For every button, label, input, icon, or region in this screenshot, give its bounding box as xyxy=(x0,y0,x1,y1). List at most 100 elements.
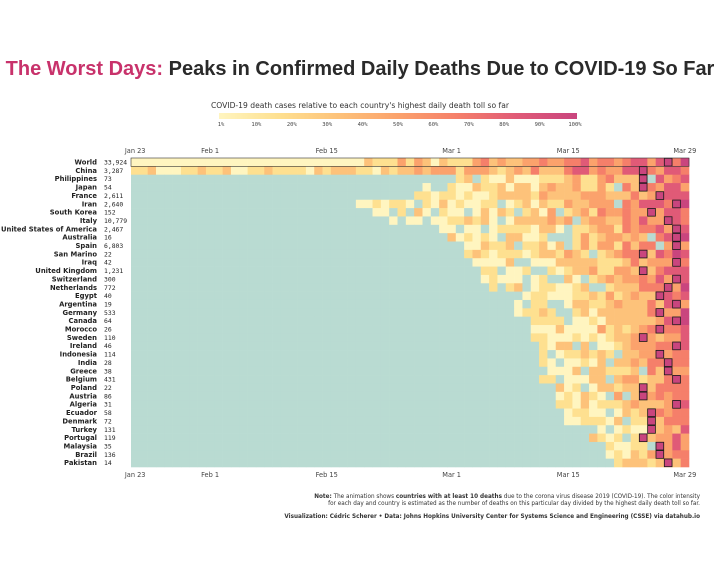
heatmap-cell xyxy=(255,366,265,376)
note-bold: countries with at least 10 deaths xyxy=(395,494,502,500)
heatmap-cell xyxy=(680,383,690,393)
heatmap-cell xyxy=(447,325,457,334)
heatmap-cell xyxy=(655,316,665,326)
heatmap-cell xyxy=(297,383,307,393)
heatmap-cell xyxy=(280,400,290,409)
heatmap-cell xyxy=(280,325,290,334)
heatmap-cell xyxy=(639,375,648,384)
heatmap-cell xyxy=(255,333,265,343)
heatmap-cell xyxy=(355,375,365,384)
heatmap-cell xyxy=(530,416,540,426)
heatmap-cell xyxy=(555,191,565,201)
heatmap-cell xyxy=(347,266,357,276)
heatmap-cell xyxy=(564,249,573,259)
heatmap-cell xyxy=(147,166,157,176)
heatmap-cell xyxy=(314,325,323,334)
heatmap-cell xyxy=(547,366,557,376)
heatmap-cell xyxy=(189,283,198,292)
heatmap-cell xyxy=(472,166,482,176)
heatmap-cell xyxy=(297,441,307,451)
heatmap-cell xyxy=(139,166,148,176)
row-country-label: Egypt xyxy=(75,292,98,300)
heatmap-cell xyxy=(589,450,598,459)
row-total-label: 86 xyxy=(104,392,112,400)
heatmap-cell xyxy=(480,450,490,459)
heatmap-cell xyxy=(414,316,423,326)
heatmap-cell xyxy=(197,283,207,292)
heatmap-cell xyxy=(364,216,373,226)
heatmap-cell xyxy=(455,341,465,351)
heatmap-cell xyxy=(405,183,415,192)
heatmap-cell xyxy=(155,191,165,201)
heatmap-cell xyxy=(455,158,465,167)
heatmap-cell xyxy=(680,283,690,292)
heatmap-cell xyxy=(330,283,340,292)
heatmap-cell xyxy=(339,183,348,192)
heatmap-cell xyxy=(397,358,407,368)
heatmap-cell xyxy=(414,258,423,267)
heatmap-cell xyxy=(147,274,157,284)
heatmap-cell xyxy=(164,325,173,334)
heatmap-cell xyxy=(272,166,282,176)
heatmap-cell xyxy=(264,258,273,267)
heatmap-cell xyxy=(389,174,398,184)
heatmap-cell xyxy=(297,458,307,468)
heatmap-cell xyxy=(355,308,365,317)
heatmap-cell xyxy=(414,441,423,451)
heatmap-cell xyxy=(214,224,223,234)
heatmap-cell xyxy=(630,341,640,351)
heatmap-cell xyxy=(580,375,590,384)
heatmap-cell xyxy=(280,416,290,426)
heatmap-cell xyxy=(255,299,265,309)
heatmap-cell xyxy=(131,174,140,184)
heatmap-cell xyxy=(389,199,398,209)
row-total-label: 2,611 xyxy=(104,192,123,200)
heatmap-cell xyxy=(439,408,448,418)
heatmap-cell xyxy=(355,283,365,292)
heatmap-cell xyxy=(480,174,490,184)
heatmap-cell xyxy=(180,299,190,309)
heatmap-cell xyxy=(214,391,223,401)
heatmap-cell xyxy=(155,366,165,376)
heatmap-cell xyxy=(605,458,615,468)
heatmap-cell xyxy=(530,433,540,443)
heatmap-cell xyxy=(505,258,515,267)
heatmap-cell xyxy=(264,266,273,276)
heatmap-cell xyxy=(630,450,640,459)
heatmap-cell xyxy=(247,358,257,368)
heatmap-cell xyxy=(564,183,573,192)
heatmap-cell xyxy=(564,375,573,384)
heatmap-cell xyxy=(339,333,348,343)
heatmap-cell xyxy=(472,391,482,401)
heatmap-cell xyxy=(155,241,165,251)
heatmap-cell xyxy=(247,274,257,284)
heatmap-cell xyxy=(630,383,640,393)
heatmap-cell xyxy=(272,308,282,317)
heatmap-cell xyxy=(172,441,182,451)
heatmap-cell xyxy=(514,183,523,192)
heatmap-cell xyxy=(564,283,573,292)
heatmap-cell xyxy=(422,216,432,226)
heatmap-cell xyxy=(414,266,423,276)
heatmap-cell xyxy=(472,158,482,167)
heatmap-cell xyxy=(464,400,473,409)
heatmap-cell xyxy=(464,441,473,451)
heatmap-cell xyxy=(614,166,623,176)
heatmap-cell xyxy=(180,341,190,351)
heatmap-cell xyxy=(522,266,532,276)
row-country-label: Switzerland xyxy=(52,275,97,283)
heatmap-cell xyxy=(414,208,423,217)
heatmap-cell xyxy=(205,291,215,301)
heatmap-cell xyxy=(380,425,390,434)
heatmap-cell xyxy=(314,174,323,184)
heatmap-cell xyxy=(514,391,523,401)
heatmap-cell xyxy=(672,358,681,368)
heatmap-cell xyxy=(614,350,623,359)
heatmap-cell xyxy=(255,350,265,359)
row-total-label: 64 xyxy=(104,317,112,325)
heatmap-cell xyxy=(339,216,348,226)
heatmap-cell xyxy=(539,408,548,418)
heatmap-cell xyxy=(672,366,681,376)
heatmap-cell xyxy=(480,308,490,317)
heatmap-cell xyxy=(147,333,157,343)
